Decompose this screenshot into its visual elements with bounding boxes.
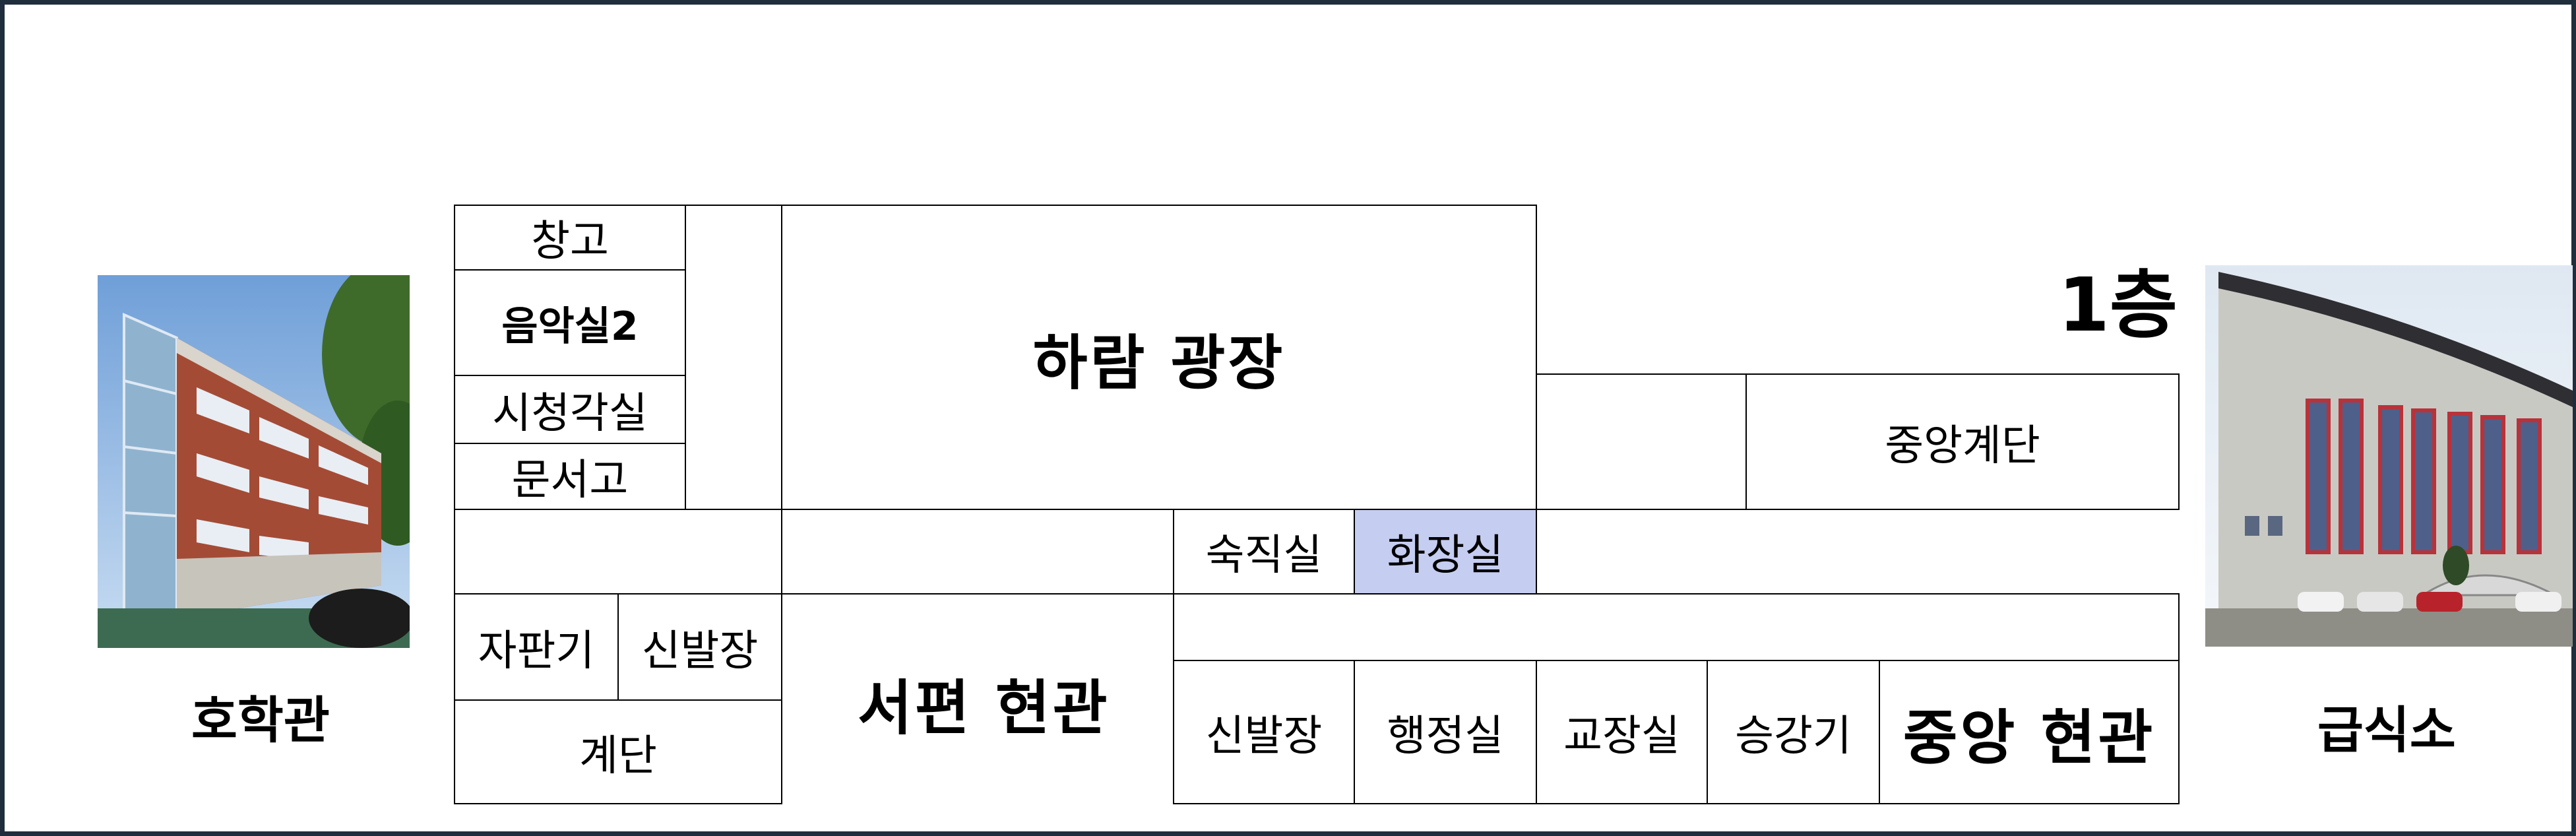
cafeteria-building-photo xyxy=(2205,265,2573,647)
room-admin-office: 행정실 xyxy=(1354,660,1537,804)
central-stairs: 중앙계단 xyxy=(1745,373,2180,510)
cafeteria-building-image xyxy=(2205,265,2573,647)
central-entrance: 중앙 현관 xyxy=(1879,660,2180,804)
room-vending-machine: 자판기 xyxy=(454,593,619,701)
hohakgwan-building-photo xyxy=(98,275,410,648)
room-stairs-west: 계단 xyxy=(454,699,782,804)
room-restroom: 화장실 xyxy=(1354,509,1537,595)
corridor-south xyxy=(1173,593,2180,661)
floor-label: 1층 xyxy=(2058,263,2178,348)
room-shoe-rack-central: 신발장 xyxy=(1173,660,1355,804)
room-principal-office: 교장실 xyxy=(1536,660,1708,804)
room-music-2: 음악실2 xyxy=(454,269,686,376)
room-elevator: 승강기 xyxy=(1707,660,1880,804)
cafeteria-label: 급식소 xyxy=(2317,701,2456,759)
corridor-west-lower xyxy=(454,509,782,595)
room-storage: 창고 xyxy=(454,205,686,271)
hohakgwan-building-image xyxy=(98,275,410,648)
room-av: 시청각실 xyxy=(454,375,686,444)
harram-plaza: 하람 광장 xyxy=(781,205,1537,510)
corridor-central xyxy=(781,509,1174,595)
room-shoe-rack-west: 신발장 xyxy=(617,593,782,701)
room-document-storage: 문서고 xyxy=(454,443,686,510)
corridor-west-upper xyxy=(685,205,782,510)
room-night-duty: 숙직실 xyxy=(1173,509,1355,595)
hohakgwan-label: 호학관 xyxy=(191,691,330,750)
corridor-east xyxy=(1536,373,1747,510)
west-entrance: 서편 현관 xyxy=(858,674,1110,743)
